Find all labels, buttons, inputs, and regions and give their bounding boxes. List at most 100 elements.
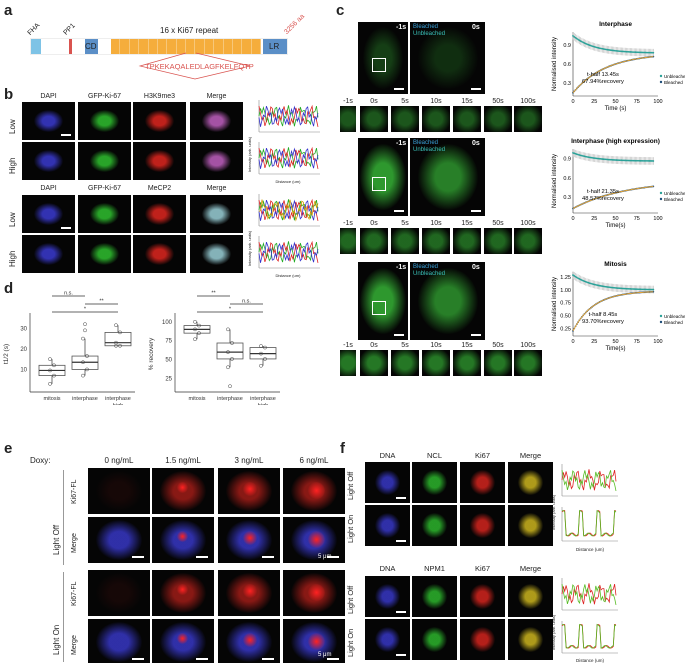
box (216, 342, 244, 360)
micrograph (412, 619, 457, 660)
pp1-domain (69, 39, 72, 54)
data-point (226, 365, 230, 370)
x-axis-label: Time(s) (605, 223, 625, 229)
data-point (114, 340, 118, 345)
timelapse-thumbnail (340, 106, 356, 132)
x-tick-label: 75 (634, 99, 640, 105)
row-label: High (8, 250, 17, 267)
repeat-unit (205, 39, 215, 54)
unbleached-point (572, 34, 574, 37)
cd-label: CD (85, 42, 97, 51)
bleach-roi-box (372, 177, 386, 191)
unbleached-point (651, 160, 653, 162)
unbleached-point (639, 51, 642, 54)
micrograph (133, 195, 186, 233)
unbleached-point (625, 159, 628, 162)
scale-bar (396, 654, 406, 656)
nucleus (340, 350, 356, 376)
scale-bar-label: 5 μm (318, 554, 332, 560)
data-point (230, 357, 234, 361)
nucleus (201, 202, 232, 226)
nucleus (375, 627, 400, 652)
nucleus (484, 106, 512, 132)
unbleached-point (616, 159, 619, 162)
unbleached-point (615, 159, 618, 161)
fit-curve (572, 56, 654, 94)
ki67-condensate (177, 633, 188, 644)
scale-bar (396, 540, 406, 542)
box-2 (249, 344, 277, 368)
nucleus (33, 202, 64, 226)
micrograph (508, 505, 553, 546)
data-point (197, 331, 201, 336)
profile-x-label: Distance (um) (575, 547, 605, 552)
profile-line (258, 105, 319, 127)
unbleached-point (630, 51, 633, 53)
plot-title: Interphase (high expression) (571, 138, 660, 145)
unbleached-point (652, 160, 655, 162)
x-tick-label: mitosis (43, 396, 60, 402)
legend-marker (659, 197, 663, 201)
y-tick-label: 0.9 (563, 43, 571, 49)
unbleached-point (634, 159, 637, 162)
legend-label: Unbleached (664, 191, 685, 196)
box-1 (216, 327, 244, 389)
legend-label: Unbleached (664, 314, 685, 319)
data-point (118, 330, 122, 335)
unbleached-point (574, 36, 577, 39)
line-profile-plot (561, 464, 618, 497)
bleach-roi-box (372, 301, 386, 315)
unbleached-point (644, 288, 647, 291)
column-header: DAPI (40, 185, 57, 192)
timepoint-label: 15s (461, 342, 473, 349)
timelapse-thumbnail (453, 106, 481, 132)
nucleus (375, 470, 400, 495)
scale-bar (132, 658, 144, 660)
micrograph (133, 142, 186, 180)
unbleached-point (625, 287, 628, 290)
timepoint-label: 0s (370, 342, 378, 349)
profile-line (561, 623, 617, 649)
nucleus (95, 573, 143, 613)
micrograph (365, 505, 410, 546)
data-point (259, 344, 263, 348)
outlier-point (83, 328, 87, 333)
panel-label-b: b (4, 86, 14, 103)
micrograph (365, 619, 410, 660)
profile-y-label: Intensity (arb. units) (551, 494, 556, 530)
nucleus (453, 350, 481, 376)
data-point (259, 351, 263, 356)
scale-bar (327, 556, 339, 558)
box-1 (71, 322, 99, 378)
timelapse-thumbnail (360, 350, 388, 376)
fit-curve (572, 185, 654, 209)
column-header: H3K9me3 (143, 93, 176, 100)
column-header: DNA (379, 564, 396, 573)
repeat-unit (195, 39, 205, 54)
nucleus (144, 149, 175, 173)
nucleus (518, 470, 543, 495)
nucleus (33, 242, 64, 266)
unbleached-point (632, 288, 634, 290)
unbleached-point (630, 159, 633, 162)
nucleus (422, 627, 447, 652)
line-profile-plot (561, 507, 618, 542)
nucleus (360, 106, 388, 132)
micrograph (412, 462, 457, 503)
y-tick-label: 100 (162, 320, 173, 326)
data-point (230, 341, 234, 345)
nucleus (514, 228, 542, 254)
significance-label: n.s. (64, 291, 73, 297)
column-header: NCL (426, 451, 443, 460)
data-point (263, 345, 267, 350)
unbleached-point (623, 159, 625, 162)
nucleus (144, 202, 175, 226)
ki67-condensate (243, 531, 257, 545)
significance-label: * (229, 307, 232, 313)
profile-y-label: Intensity (arb. units) (247, 136, 252, 172)
timepoint-label: 50s (492, 342, 504, 349)
profile-line (561, 583, 617, 605)
scale-bar (394, 88, 404, 90)
unbleached-point (637, 51, 639, 54)
unbleached-point (646, 51, 648, 54)
